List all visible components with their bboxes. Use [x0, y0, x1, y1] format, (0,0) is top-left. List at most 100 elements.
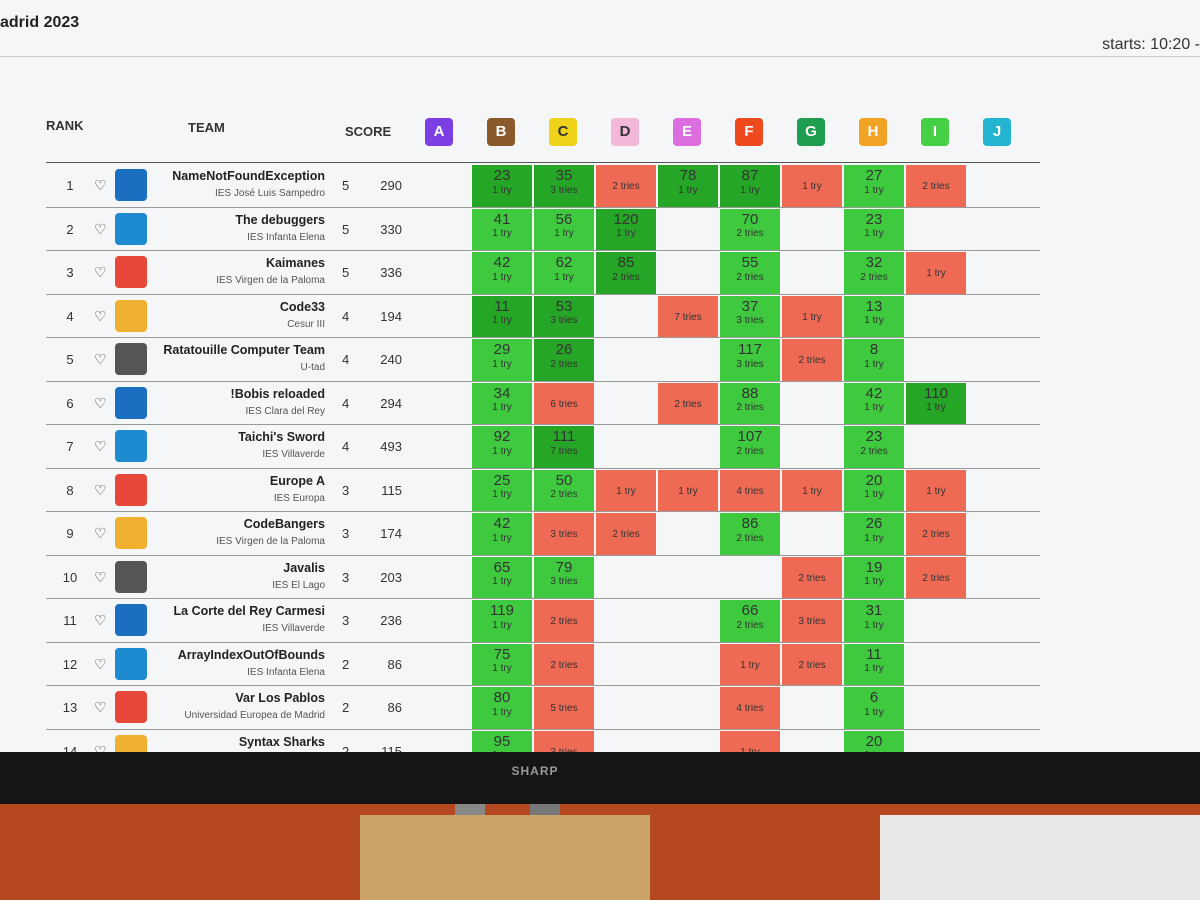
- team-name: Kaimanes: [265, 256, 325, 270]
- solve-time: 85: [617, 254, 635, 271]
- problem-cell: 1 try: [658, 469, 718, 511]
- row-line: [46, 293, 1040, 295]
- tries: 1 try: [802, 311, 822, 323]
- rank-header: RANK: [46, 118, 84, 133]
- divider: [0, 56, 1200, 57]
- solve-time: 32: [865, 254, 883, 271]
- tries: 2 tries: [550, 616, 578, 627]
- problem-cell: 92 1 try: [472, 426, 532, 468]
- solved-count: 5: [342, 221, 350, 237]
- team-name: La Corte del Rey Carmesi: [173, 604, 325, 618]
- problem-cell: 11 1 try: [472, 295, 532, 337]
- tries: 1 try: [616, 228, 636, 239]
- solved-count: 3: [342, 569, 350, 585]
- problem-badge: G: [797, 118, 825, 146]
- tries: 2 tries: [736, 271, 764, 283]
- solve-time: 95: [493, 732, 511, 750]
- row-line: [46, 728, 1040, 730]
- problem-cell: 79 3 tries: [534, 556, 594, 598]
- tries: 1 try: [492, 619, 512, 631]
- team-header: TEAM: [188, 120, 225, 135]
- tries: 1 try: [492, 532, 512, 544]
- problem-badge: B: [487, 118, 515, 146]
- solved-count: 3: [342, 526, 350, 541]
- problem-cell: 2 tries: [658, 382, 718, 424]
- affiliation: Universidad Europea de Madrid: [184, 710, 325, 721]
- problem-cell: 2 tries: [906, 513, 966, 555]
- problem-cell: 1 try: [596, 469, 656, 511]
- problem-cell: 4 tries: [720, 469, 780, 511]
- problem-cell: 7 tries: [658, 295, 718, 337]
- affiliation: IES Villaverde: [262, 623, 325, 634]
- affiliation: IES Virgen de la Paloma: [216, 275, 325, 286]
- tries: 2 tries: [736, 402, 764, 413]
- tries: 1 try: [926, 485, 946, 497]
- solve-time: 37: [741, 297, 759, 315]
- favorite-icon: ♡: [94, 568, 107, 585]
- tries: 1 try: [864, 663, 884, 674]
- tries: 1 try: [864, 358, 884, 370]
- solve-time: 26: [555, 341, 573, 358]
- solve-time: 23: [493, 167, 511, 184]
- problem-cell: 2 tries: [782, 556, 842, 598]
- tries: 1 try: [492, 184, 512, 196]
- tries: 1 try: [492, 576, 512, 587]
- tries: 1 try: [492, 663, 512, 674]
- team-name: Europe A: [269, 473, 325, 488]
- penalty-time: 174: [380, 526, 402, 541]
- team-logo: [115, 734, 147, 752]
- solve-time: 65: [493, 558, 511, 576]
- problem-cell: 2 tries: [906, 556, 966, 598]
- solve-time: 111: [552, 428, 576, 445]
- solve-time: 41: [493, 210, 511, 228]
- cables: [880, 815, 1200, 900]
- problem-cell: 70 2 tries: [720, 208, 780, 250]
- team-logo: [115, 430, 147, 462]
- rank: 4: [66, 308, 74, 324]
- problem-badge: J: [983, 118, 1011, 146]
- problem-cell: 65 1 try: [472, 556, 532, 598]
- problem-cell: 29 1 try: [472, 339, 532, 381]
- team-logo: [115, 560, 147, 593]
- solve-time: 35: [555, 167, 573, 184]
- tries: 3 tries: [550, 529, 578, 540]
- tries: 1 try: [554, 228, 574, 239]
- tries: 3 tries: [736, 315, 764, 326]
- rank: 11: [63, 613, 77, 628]
- problem-cell: 23 1 try: [472, 165, 532, 207]
- tries: 1 try: [492, 358, 512, 370]
- problem-cell: 85 2 tries: [596, 252, 656, 294]
- team-logo: [115, 473, 147, 506]
- solve-time: 79: [555, 558, 573, 576]
- penalty-time: 86: [387, 656, 402, 672]
- solve-time: 25: [493, 471, 511, 489]
- rank: 13: [62, 700, 78, 715]
- rank: 3: [66, 265, 74, 280]
- solve-time: 20: [865, 732, 883, 750]
- rank: 8: [66, 482, 74, 498]
- problem-cell: 42 1 try: [472, 513, 532, 555]
- tries: 1 try: [678, 184, 698, 196]
- solve-time: 19: [865, 558, 883, 576]
- tries: 2 tries: [550, 489, 578, 500]
- problem-cell: 35 3 tries: [534, 165, 594, 207]
- solve-time: 6: [869, 689, 879, 706]
- favorite-icon: ♡: [94, 699, 107, 715]
- problem-cell: 26 1 try: [844, 513, 904, 555]
- problem-cell: 75 1 try: [472, 643, 532, 685]
- problem-cell: 27 1 try: [844, 165, 904, 207]
- team-name: Var Los Pablos: [235, 691, 325, 705]
- penalty-time: 240: [380, 352, 402, 367]
- problem-cell: 2 tries: [906, 165, 966, 207]
- tries: 1 try: [864, 315, 884, 326]
- problem-cell: 37 3 tries: [720, 295, 780, 337]
- problem-cell: 2 tries: [534, 600, 594, 642]
- team-name: Syntax Sharks: [238, 734, 325, 749]
- favorite-icon: ♡: [94, 438, 107, 454]
- problem-badge: A: [425, 118, 453, 146]
- penalty-time: 194: [380, 308, 402, 324]
- problem-cell: 42 1 try: [472, 252, 532, 294]
- tries: 1 try: [864, 619, 884, 631]
- team-name: NameNotFoundException: [172, 169, 325, 183]
